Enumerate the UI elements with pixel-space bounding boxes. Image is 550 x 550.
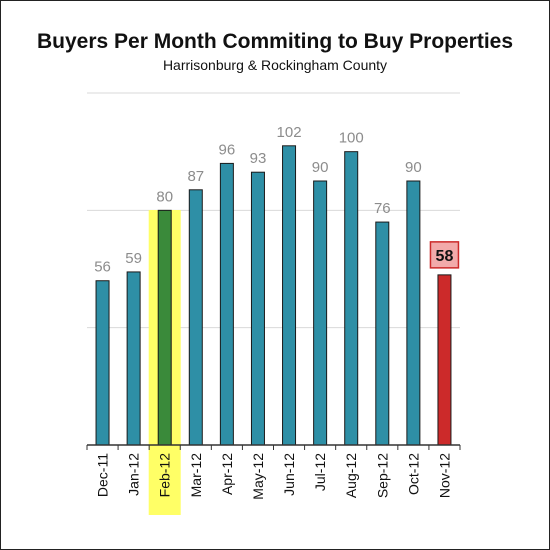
gridlines [87, 92, 460, 329]
x-tick-label-dec-11: Dec-11 [95, 453, 111, 497]
value-label-oct-12: 90 [405, 159, 422, 176]
value-label-apr-12: 96 [219, 141, 236, 158]
value-label-nov-12: 58 [436, 248, 454, 265]
x-axis [86, 444, 461, 450]
value-label-may-12: 93 [250, 150, 267, 167]
bar-dec-11 [95, 280, 110, 446]
x-tick-label-jan-12: Jan-12 [126, 453, 142, 496]
chart-title: Buyers Per Month Commiting to Buy Proper… [36, 30, 514, 53]
chart-subtitle: Harrisonburg & Rockingham County [162, 57, 388, 73]
x-tick-label-jun-12: Jun-12 [281, 453, 297, 496]
bar-apr-12 [219, 162, 234, 446]
bar-jan-12 [126, 271, 141, 446]
value-label-jul-12: 90 [312, 159, 329, 176]
bar-oct-12 [406, 180, 421, 446]
bar-mar-12 [188, 189, 203, 446]
x-tick-label-mar-12: Mar-12 [188, 453, 204, 498]
bars [95, 145, 452, 446]
x-tick-label-feb-12: Feb-12 [157, 453, 173, 498]
x-tick-labels: Dec-11 Jan-12 Feb-12 Mar-12 Apr-12 May-12 Jun-… [95, 453, 453, 500]
bar-feb-12 [157, 209, 172, 446]
value-label-feb-12: 80 [156, 188, 173, 205]
latest-value-callout: 58 [429, 241, 460, 269]
value-label-sep-12: 76 [374, 200, 391, 217]
x-tick-label-may-12: May-12 [250, 453, 266, 500]
value-label-dec-11: 56 [94, 259, 111, 276]
x-tick-label-aug-12: Aug-12 [343, 453, 359, 498]
x-tick-label-apr-12: Apr-12 [219, 453, 235, 495]
bar-sep-12 [375, 221, 390, 446]
x-tick-label-sep-12: Sep-12 [374, 453, 390, 498]
value-label-aug-12: 100 [339, 130, 364, 147]
x-tick-label-nov-12: Nov-12 [436, 453, 452, 498]
bar-may-12 [250, 171, 265, 446]
value-label-jun-12: 102 [277, 124, 302, 141]
value-label-jan-12: 59 [125, 250, 142, 267]
value-label-mar-12: 87 [187, 168, 204, 185]
bar-jul-12 [313, 180, 328, 446]
value-labels: 56 59 80 87 96 93 102 90 100 76 90 58 [94, 124, 460, 276]
bar-aug-12 [344, 151, 359, 446]
bar-jun-12 [282, 145, 297, 446]
bar-nov-12 [437, 274, 452, 446]
x-tick-label-jul-12: Jul-12 [312, 453, 328, 491]
latest-value-box [429, 241, 460, 269]
x-tick-label-oct-12: Oct-12 [405, 453, 421, 495]
